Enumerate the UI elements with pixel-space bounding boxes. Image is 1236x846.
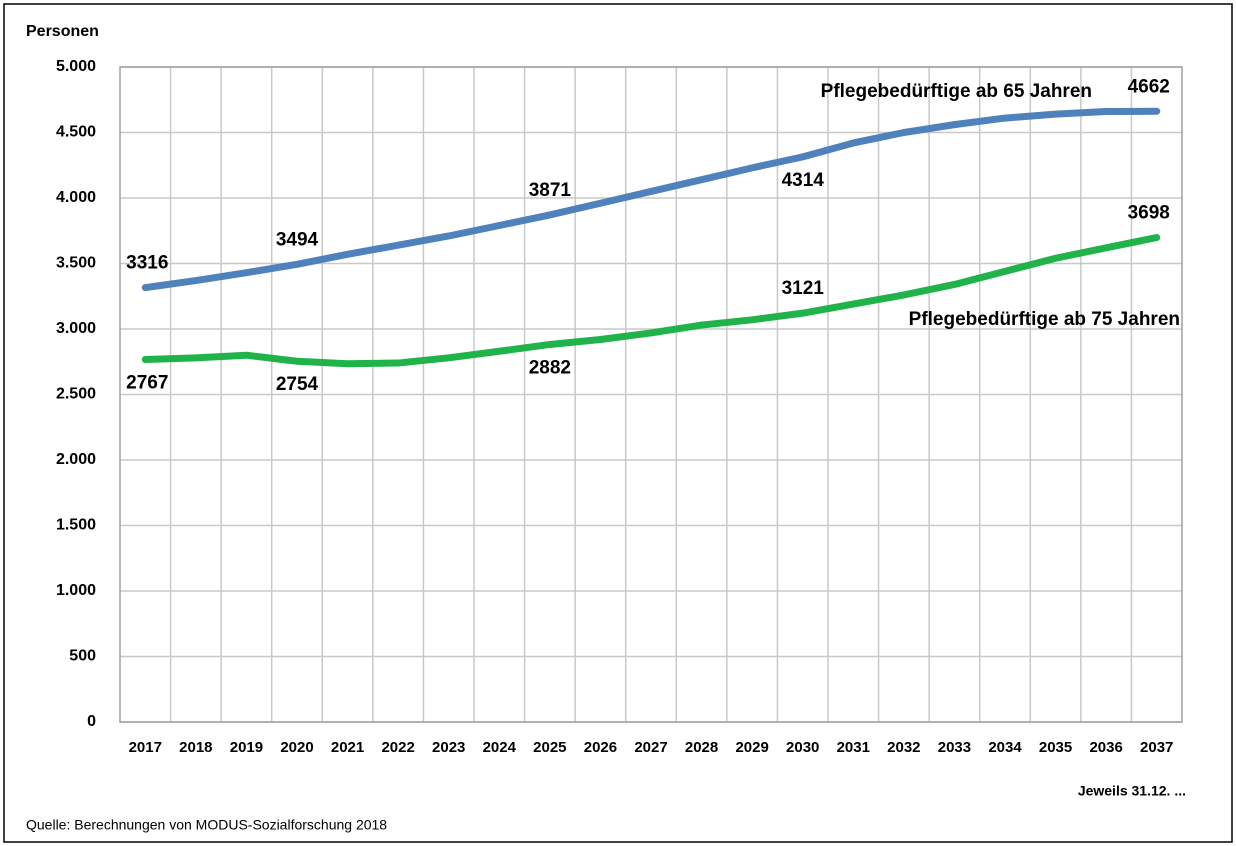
data-label: 4314 — [782, 170, 825, 191]
series-line — [141, 234, 1161, 368]
data-label: 2767 — [126, 373, 168, 394]
x-tick-label: 2020 — [280, 739, 313, 756]
x-tick-label: 2031 — [837, 739, 870, 756]
series-name: Pflegebedürftige ab 75 Jahren — [909, 309, 1180, 330]
data-label: 2882 — [529, 357, 571, 378]
x-tick-label: 2035 — [1039, 739, 1072, 756]
y-tick-label: 4.000 — [56, 189, 96, 206]
data-label: 3494 — [276, 229, 319, 250]
x-tick-label: 2023 — [432, 739, 465, 756]
data-label: 2754 — [276, 374, 319, 395]
data-label: 3871 — [529, 180, 572, 201]
y-tick-label: 1.500 — [56, 517, 96, 534]
source-note: Quelle: Berechnungen von MODUS-Sozialfor… — [26, 817, 387, 833]
frame — [3, 3, 1233, 843]
y-tick-label: 0 — [87, 713, 96, 730]
series-line — [141, 107, 1161, 292]
plot-border — [119, 66, 1183, 723]
x-tick-label: 2034 — [988, 739, 1022, 756]
x-tick-label: 2024 — [483, 739, 517, 756]
x-tick-label: 2029 — [735, 739, 768, 756]
x-axis-label: Jeweils 31.12. ... — [1078, 783, 1186, 799]
x-tick-label: 2019 — [230, 739, 263, 756]
x-tick-label: 2025 — [533, 739, 566, 756]
x-tick-label: 2028 — [685, 739, 718, 756]
x-tick-label: 2037 — [1140, 739, 1173, 756]
y-tick-label: 1.000 — [56, 582, 96, 599]
data-label: 3698 — [1128, 203, 1170, 224]
y-tick-label: 3.000 — [56, 320, 96, 337]
y-tick-label: 2.000 — [56, 451, 96, 468]
x-tick-label: 2033 — [938, 739, 971, 756]
y-axis-label: Personen — [26, 23, 99, 40]
y-tick-label: 4.500 — [56, 124, 96, 141]
x-tick-label: 2032 — [887, 739, 920, 756]
series-name: Pflegebedürftige ab 65 Jahren — [821, 81, 1092, 102]
data-label: 4662 — [1128, 76, 1170, 97]
y-tick-label: 3.500 — [56, 255, 96, 272]
x-tick-label: 2022 — [381, 739, 414, 756]
data-label: 3316 — [126, 253, 168, 274]
y-tick-label: 500 — [69, 648, 96, 665]
x-tick-label: 2030 — [786, 739, 819, 756]
x-tick-label: 2021 — [331, 739, 364, 756]
x-tick-label: 2036 — [1089, 739, 1122, 756]
x-tick-label: 2017 — [129, 739, 162, 756]
y-tick-label: 5.000 — [56, 58, 96, 75]
x-tick-label: 2027 — [634, 739, 667, 756]
y-tick-label: 2.500 — [56, 386, 96, 403]
data-label: 3121 — [782, 278, 825, 299]
x-tick-label: 2018 — [179, 739, 212, 756]
x-tick-label: 2026 — [584, 739, 617, 756]
